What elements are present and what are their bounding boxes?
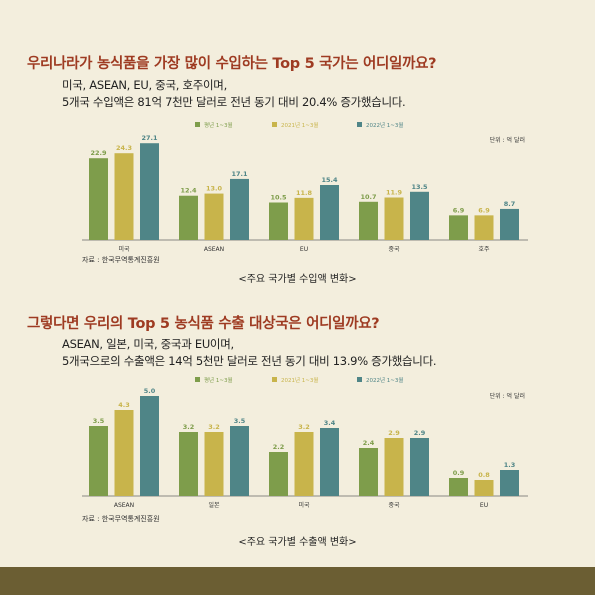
bar (359, 448, 378, 496)
category-label: 일본 (208, 501, 220, 509)
import-source-note: 자료 : 한국무역통계진흥원 (82, 256, 160, 264)
bar-value-label: 2.9 (388, 429, 400, 437)
legend-swatch (195, 377, 200, 382)
category-label: ASEAN (204, 246, 224, 253)
bar-value-label: 27.1 (141, 134, 158, 142)
category-label: 중국 (388, 246, 400, 253)
bar (320, 185, 339, 240)
unit-label: 단위 : 억 달러 (490, 392, 525, 400)
bar (269, 452, 288, 496)
bar (114, 153, 134, 240)
bar (474, 215, 494, 240)
import-question-title: 우리나라가 농식품을 가장 많이 수입하는 Top 5 국가는 어디일까요? (27, 56, 437, 72)
export-chart-caption: <주요 국가별 수출액 변화> (238, 537, 357, 548)
bar (359, 201, 378, 240)
category-label: 미국 (118, 245, 130, 253)
category-label: ASEAN (114, 502, 134, 509)
bar-value-label: 6.9 (478, 206, 490, 214)
legend-label: 2021년 1~3월 (281, 121, 318, 129)
export-question-title: 그렇다면 우리의 Top 5 농식품 수출 대상국은 어디일까요? (27, 316, 380, 332)
bar (410, 438, 429, 496)
bar (500, 470, 519, 496)
bar-value-label: 13.5 (411, 183, 428, 191)
bar (294, 432, 314, 496)
bar (320, 428, 339, 496)
import-summary-line-1: 미국, ASEAN, EU, 중국, 호주이며, (62, 78, 227, 92)
bar (269, 202, 288, 240)
bar (89, 158, 108, 240)
legend-label: 2022년 1~3월 (366, 121, 403, 129)
bar (230, 178, 249, 240)
bar (384, 438, 404, 496)
category-label: 호주 (478, 246, 490, 253)
unit-label: 단위 : 억 달러 (490, 136, 525, 144)
legend-label: 평년 1~3월 (204, 121, 233, 129)
import-summary-line-2: 5개국 수입액은 81억 7천만 달러로 전년 동기 대비 20.4% 증가했습… (62, 95, 406, 109)
bar (294, 197, 314, 240)
legend-swatch (357, 377, 362, 382)
bar (114, 410, 134, 496)
bar (204, 432, 224, 496)
legend-label: 2021년 1~3월 (281, 376, 318, 384)
bar-value-label: 17.1 (231, 170, 248, 178)
bar (204, 193, 224, 240)
bar-value-label: 2.2 (273, 443, 285, 451)
bar-value-label: 3.2 (183, 423, 195, 431)
bar-value-label: 3.2 (208, 423, 220, 431)
bar-value-label: 11.8 (296, 189, 313, 197)
bar (140, 143, 159, 240)
bar (179, 432, 198, 496)
bar (89, 426, 108, 496)
bar (140, 396, 159, 496)
bar-value-label: 10.5 (270, 194, 287, 202)
bar-value-label: 3.5 (234, 417, 246, 425)
bar (500, 208, 519, 240)
bar (474, 480, 494, 496)
bar-value-label: 8.7 (504, 200, 516, 208)
bar-value-label: 0.9 (453, 469, 465, 477)
bar (449, 478, 468, 496)
bar-value-label: 22.9 (90, 149, 107, 157)
legend-swatch (357, 122, 362, 127)
bar (230, 426, 249, 496)
bar (384, 197, 404, 240)
bar-value-label: 2.4 (363, 439, 375, 447)
bar-value-label: 10.7 (360, 193, 376, 201)
bar-value-label: 24.3 (116, 144, 132, 152)
legend-label: 평년 1~3월 (204, 376, 233, 384)
bar-value-label: 4.3 (118, 401, 130, 409)
bar-value-label: 15.4 (321, 176, 338, 184)
bar-value-label: 11.9 (386, 189, 403, 197)
bar (449, 215, 468, 240)
bar-value-label: 12.4 (180, 187, 197, 195)
bar-value-label: 5.0 (144, 387, 156, 395)
category-label: EU (480, 502, 488, 509)
export-summary-line-1: ASEAN, 일본, 미국, 중국과 EU이며, (62, 337, 234, 351)
export-summary-line-2: 5개국으로의 수출액은 14억 5천만 달러로 전년 동기 대비 13.9% 증… (62, 354, 437, 368)
legend-swatch (195, 122, 200, 127)
bar-value-label: 2.9 (414, 429, 426, 437)
export-source-note: 자료 : 한국무역통계진흥원 (82, 515, 160, 523)
footer-band (0, 567, 595, 595)
category-label: 미국 (298, 501, 310, 509)
bar-value-label: 3.5 (93, 417, 105, 425)
bar-value-label: 1.3 (504, 461, 516, 469)
bar-value-label: 6.9 (453, 206, 465, 214)
legend-label: 2022년 1~3월 (366, 376, 403, 384)
import-chart-caption: <주요 국가별 수입액 변화> (238, 274, 357, 285)
bar-value-label: 3.2 (298, 423, 310, 431)
legend-swatch (272, 122, 277, 127)
bar (179, 195, 198, 240)
bar-value-label: 3.4 (324, 419, 336, 427)
legend-swatch (272, 377, 277, 382)
bar-value-label: 0.8 (478, 471, 490, 479)
bar-value-label: 13.0 (206, 185, 223, 193)
category-label: EU (300, 246, 308, 253)
category-label: 중국 (388, 502, 400, 509)
bar (410, 191, 429, 240)
